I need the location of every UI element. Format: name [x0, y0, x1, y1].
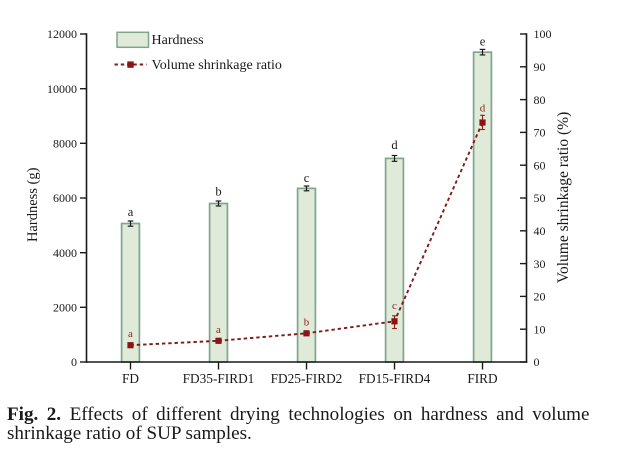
svg-text:b: b [215, 184, 221, 198]
svg-text:70: 70 [534, 126, 546, 140]
svg-text:e: e [480, 34, 486, 48]
svg-text:a: a [128, 205, 134, 219]
svg-text:80: 80 [534, 93, 546, 107]
svg-text:40: 40 [534, 224, 546, 238]
svg-text:c: c [392, 300, 397, 312]
svg-text:FD15-FIRD4: FD15-FIRD4 [359, 371, 431, 386]
svg-text:FIRD: FIRD [467, 371, 498, 386]
svg-text:Hardness (g): Hardness (g) [25, 167, 41, 242]
svg-text:30: 30 [534, 257, 546, 271]
svg-text:10000: 10000 [47, 82, 77, 96]
svg-text:2000: 2000 [53, 301, 77, 315]
svg-text:Hardness: Hardness [152, 33, 204, 48]
svg-text:4000: 4000 [53, 246, 77, 260]
svg-text:c: c [304, 171, 310, 185]
svg-text:d: d [480, 103, 486, 115]
svg-text:20: 20 [534, 290, 546, 304]
svg-text:FD: FD [122, 371, 139, 386]
svg-text:a: a [128, 328, 133, 340]
svg-text:60: 60 [534, 158, 546, 172]
svg-text:FD35-FIRD1: FD35-FIRD1 [183, 371, 255, 386]
svg-text:FD25-FIRD2: FD25-FIRD2 [271, 371, 343, 386]
svg-text:8000: 8000 [53, 137, 77, 151]
svg-text:50: 50 [534, 191, 546, 205]
svg-text:12000: 12000 [47, 27, 77, 41]
svg-text:d: d [391, 138, 398, 152]
svg-text:90: 90 [534, 60, 546, 74]
svg-text:6000: 6000 [53, 191, 77, 205]
svg-text:100: 100 [534, 27, 552, 41]
svg-text:Volume shrinkage ratio: Volume shrinkage ratio [152, 58, 282, 73]
svg-text:0: 0 [534, 355, 540, 369]
svg-text:Volume shrinkage ratio (%): Volume shrinkage ratio (%) [555, 112, 572, 283]
svg-text:10: 10 [534, 322, 546, 336]
svg-text:a: a [216, 324, 221, 336]
svg-text:b: b [304, 316, 310, 328]
svg-text:0: 0 [71, 355, 77, 369]
